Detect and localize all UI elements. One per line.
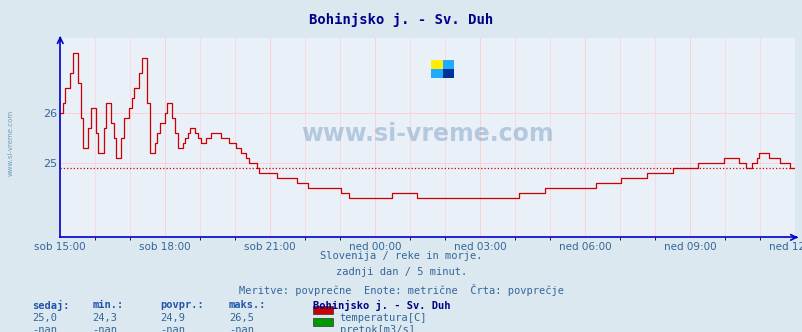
Bar xyxy=(442,69,454,78)
Text: -nan: -nan xyxy=(160,325,185,332)
Text: min.:: min.: xyxy=(92,300,124,310)
Text: povpr.:: povpr.: xyxy=(160,300,204,310)
Bar xyxy=(442,60,454,69)
Bar xyxy=(431,69,442,78)
Text: Meritve: povprečne  Enote: metrične  Črta: povprečje: Meritve: povprečne Enote: metrične Črta:… xyxy=(239,284,563,296)
Text: pretok[m3/s]: pretok[m3/s] xyxy=(339,325,414,332)
Text: Bohinjsko j. - Sv. Duh: Bohinjsko j. - Sv. Duh xyxy=(313,300,450,311)
Text: 24,9: 24,9 xyxy=(160,313,185,323)
Text: www.si-vreme.com: www.si-vreme.com xyxy=(7,110,14,176)
Text: -nan: -nan xyxy=(32,325,57,332)
Text: 25,0: 25,0 xyxy=(32,313,57,323)
Bar xyxy=(431,60,442,69)
Text: zadnji dan / 5 minut.: zadnji dan / 5 minut. xyxy=(335,267,467,277)
Text: 24,3: 24,3 xyxy=(92,313,117,323)
Text: Slovenija / reke in morje.: Slovenija / reke in morje. xyxy=(320,251,482,261)
Text: maks.:: maks.: xyxy=(229,300,266,310)
Text: -nan: -nan xyxy=(229,325,253,332)
Text: sedaj:: sedaj: xyxy=(32,300,70,311)
Text: Bohinjsko j. - Sv. Duh: Bohinjsko j. - Sv. Duh xyxy=(309,13,493,28)
Text: 26,5: 26,5 xyxy=(229,313,253,323)
Text: www.si-vreme.com: www.si-vreme.com xyxy=(301,122,553,146)
Text: temperatura[C]: temperatura[C] xyxy=(339,313,427,323)
Text: -nan: -nan xyxy=(92,325,117,332)
